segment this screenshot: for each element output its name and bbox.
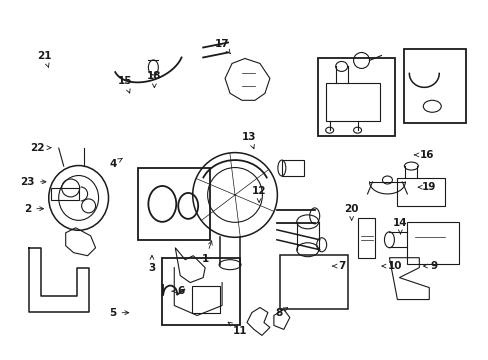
Bar [192, 285, 220, 314]
Text: 9: 9 [423, 261, 437, 271]
Bar [51, 188, 79, 200]
Text: 12: 12 [251, 186, 266, 202]
Text: 8: 8 [274, 308, 287, 318]
Text: 15: 15 [118, 76, 132, 93]
Text: 20: 20 [344, 204, 358, 220]
Bar [325, 84, 380, 121]
Bar [357, 218, 375, 258]
Text: 2: 2 [24, 204, 43, 214]
Text: 4: 4 [109, 158, 122, 169]
Text: 5: 5 [109, 308, 128, 318]
Bar [162, 258, 240, 325]
Bar [281, 160, 303, 176]
Text: 21: 21 [38, 51, 52, 67]
Text: 23: 23 [20, 177, 46, 187]
Bar [397, 178, 444, 206]
Text: 1: 1 [202, 241, 212, 264]
Text: 14: 14 [392, 218, 407, 234]
Bar [138, 168, 210, 240]
Bar [404, 49, 465, 123]
Text: 3: 3 [148, 256, 155, 273]
Bar [407, 222, 458, 264]
Text: 11: 11 [228, 322, 246, 336]
Text: 7: 7 [332, 261, 345, 271]
Bar [279, 255, 347, 310]
Text: 13: 13 [242, 132, 256, 149]
Text: 10: 10 [381, 261, 402, 271]
Text: 16: 16 [413, 150, 433, 160]
Text: 22: 22 [30, 143, 51, 153]
Text: 6: 6 [172, 286, 184, 296]
Bar [317, 58, 395, 136]
Text: 17: 17 [215, 39, 230, 54]
Text: 18: 18 [147, 71, 162, 87]
Text: 19: 19 [417, 182, 435, 192]
